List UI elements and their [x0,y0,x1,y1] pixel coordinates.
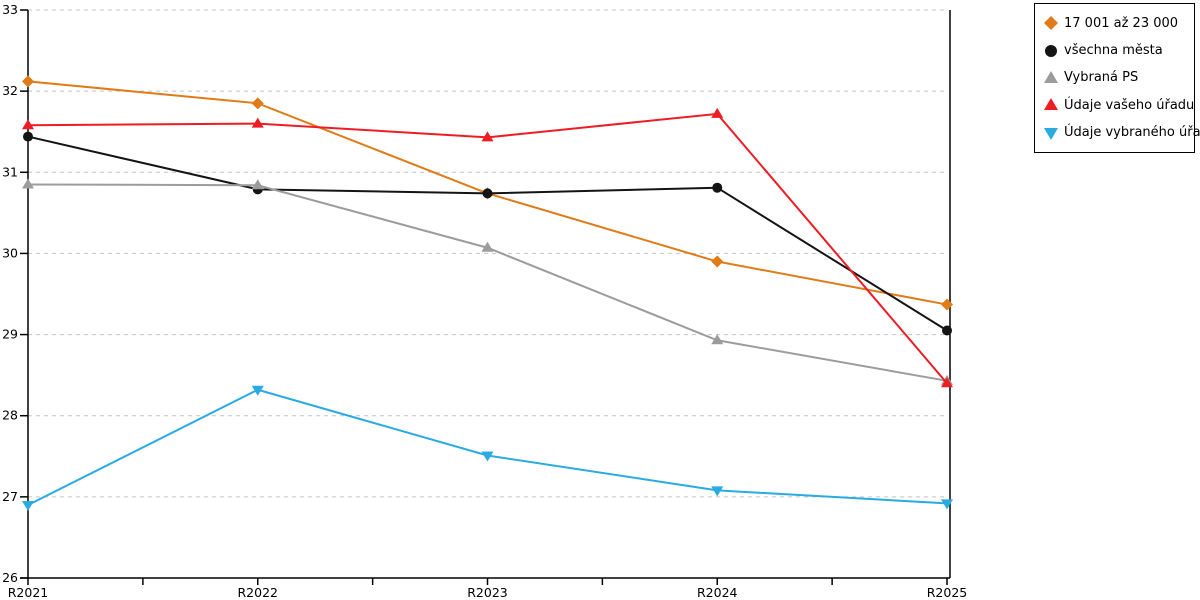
triangle-down-legend-icon [1044,127,1058,140]
y-tick-label: 31 [2,164,18,179]
y-tick-label: 27 [2,489,18,504]
diamond-marker-icon [251,97,264,110]
legend-item: Údaje vybraného úřadu [1043,121,1200,145]
triangle-up-marker-icon [251,179,264,190]
y-tick-label: 32 [2,83,18,98]
triangle-up-marker-icon [711,107,724,118]
series-line [27,183,948,382]
triangle-up-legend-icon [1044,98,1058,111]
triangle-up-marker-icon [941,377,953,388]
legend-item: všechna města [1043,39,1190,63]
x-tick-label: R2021 [8,585,49,600]
circle-marker-icon [23,131,33,142]
triangle-up-marker-icon [711,334,724,345]
circle-legend-icon [1045,44,1057,57]
y-tick-label: 29 [2,327,18,342]
legend: 17 001 až 23 000 všechna města Vybraná PS Ú… [1034,3,1200,153]
legend-item: Údaje vašeho úřadu [1043,93,1194,117]
circle-marker-icon [1045,44,1057,57]
triangle-up-marker-icon [1044,70,1058,83]
triangle-down-marker-icon [1044,127,1058,140]
circle-marker-icon [482,188,493,199]
x-tick-label: R2025 [927,585,968,600]
diamond-marker-icon [1044,16,1058,31]
triangle-up-marker-icon [481,241,494,252]
triangle-up-marker-icon [1044,98,1058,111]
triangle-down-marker-icon [941,499,953,510]
legend-item-label: Údaje vašeho úřadu [1064,97,1195,113]
legend-item-label: Údaje vybraného úřadu [1064,125,1200,141]
diamond-marker-icon [941,298,953,311]
legend-item: Vybraná PS [1043,66,1190,90]
legend-item-label: 17 001 až 23 000 [1064,15,1179,31]
circle-marker-icon [712,182,723,193]
triangle-up-marker-icon [251,117,264,128]
triangle-up-marker-icon [22,119,34,130]
series-line [27,135,948,332]
triangle-down-marker-icon [481,451,494,462]
triangle-down-marker-icon [711,486,724,497]
triangle-down-marker-icon [251,385,264,396]
circle-marker-icon [942,325,952,336]
diamond-marker-icon [711,255,724,268]
x-tick-label: R2023 [467,585,508,600]
legend-item-label: Vybraná PS [1064,70,1139,86]
triangle-down-marker-icon [22,500,34,511]
diamond-marker-icon [22,75,34,88]
x-tick-label: R2022 [238,585,279,600]
y-tick-label: 33 [2,2,18,17]
y-tick-label: 26 [2,570,18,585]
x-tick-label: R2024 [697,585,738,600]
y-tick-label: 30 [2,245,18,260]
triangle-up-legend-icon [1044,70,1058,83]
triangle-up-marker-icon [22,178,34,189]
legend-item: 17 001 až 23 000 [1043,11,1190,35]
diamond-legend-icon [1044,16,1058,31]
legend-item-label: všechna města [1064,43,1163,59]
y-tick-label: 28 [2,408,18,423]
triangle-up-marker-icon [481,131,494,142]
series-line [27,388,948,506]
